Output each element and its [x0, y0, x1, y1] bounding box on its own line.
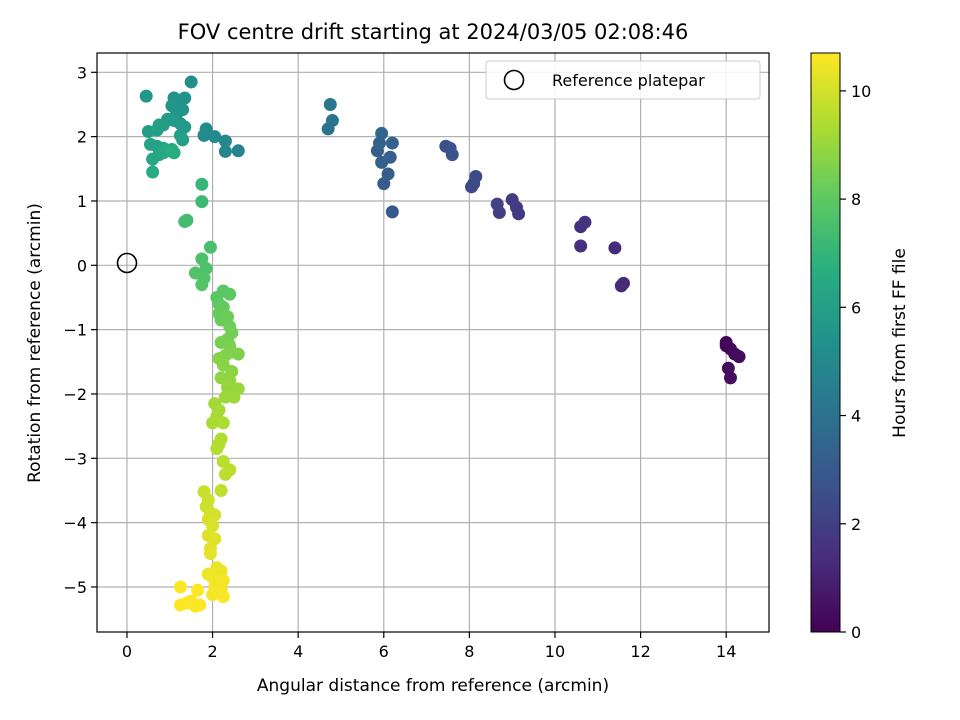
colorbar-tick-label: 2 [851, 515, 861, 534]
data-point [375, 155, 389, 169]
data-point [203, 240, 217, 254]
y-axis-label: Rotation from reference (arcmin) [25, 203, 45, 483]
colorbar-tick-label: 4 [851, 407, 861, 426]
data-point [218, 144, 232, 158]
x-tick-label: 12 [630, 642, 650, 661]
data-point [574, 239, 588, 253]
data-point [505, 193, 519, 207]
data-point [203, 547, 217, 561]
data-point [191, 583, 205, 597]
data-point [490, 197, 504, 211]
x-axis-label: Angular distance from reference (arcmin) [257, 676, 609, 696]
data-point [614, 279, 628, 293]
colorbar-tick-label: 6 [851, 298, 861, 317]
x-tick-label: 14 [716, 642, 736, 661]
data-point [216, 416, 230, 430]
data-point [445, 148, 459, 162]
y-tick-label: 2 [77, 128, 87, 147]
colorbar-tick-label: 8 [851, 190, 861, 209]
data-point [218, 390, 232, 404]
data-point [732, 350, 746, 364]
x-axis-ticks: 0 2 4 6 8 10 12 14 [122, 632, 736, 661]
legend: Reference platepar [485, 60, 761, 100]
data-point [231, 144, 245, 158]
data-point [385, 205, 399, 219]
data-point [176, 133, 190, 147]
y-tick-label: 3 [77, 63, 87, 82]
data-point [139, 89, 153, 103]
y-tick-label: −5 [63, 578, 87, 597]
data-point [165, 144, 179, 158]
colorbar [810, 52, 841, 633]
data-point [216, 590, 230, 604]
y-tick-label: 0 [77, 256, 87, 275]
legend-marker [503, 69, 525, 91]
data-point [197, 128, 211, 142]
plot-frame [96, 52, 770, 633]
data-point [195, 177, 209, 191]
colorbar-tick-label: 0 [851, 623, 861, 642]
data-point [325, 114, 339, 128]
data-point [385, 136, 399, 150]
y-tick-label: −3 [63, 449, 87, 468]
data-point [208, 130, 222, 144]
y-axis-ticks: −5 −4 −3 −2 −1 0 1 2 3 [63, 63, 97, 597]
y-tick-label: 1 [77, 192, 87, 211]
x-tick-label: 0 [122, 642, 132, 661]
data-point [206, 416, 220, 430]
x-tick-label: 8 [464, 642, 474, 661]
colorbar-ticks: 0 2 4 6 8 10 [840, 82, 871, 642]
data-point [188, 599, 202, 613]
data-point [469, 170, 483, 184]
data-point [323, 97, 337, 111]
colorbar-label: Hours from first FF file [890, 248, 910, 438]
colorbar-tick-label: 10 [851, 82, 871, 101]
x-tick-label: 6 [379, 642, 389, 661]
data-point [152, 118, 166, 132]
data-point [184, 75, 198, 89]
data-point [146, 165, 160, 179]
data-point [195, 278, 209, 292]
data-point [178, 215, 192, 229]
data-point [195, 195, 209, 209]
scatter-points [139, 75, 746, 613]
data-point [723, 371, 737, 385]
x-tick-label: 4 [293, 642, 303, 661]
legend-entry-reference-platepar: Reference platepar [552, 71, 705, 90]
y-tick-label: −4 [63, 514, 87, 533]
data-point [608, 241, 622, 255]
data-point [218, 134, 232, 148]
data-point [719, 339, 733, 353]
grid-lines [97, 53, 769, 632]
data-point [223, 287, 237, 301]
chart-title: FOV centre drift starting at 2024/03/05 … [178, 20, 689, 44]
data-point [381, 167, 395, 181]
y-tick-label: −1 [63, 321, 87, 340]
data-point [206, 588, 220, 602]
legend-box [485, 60, 761, 100]
x-tick-label: 10 [545, 642, 565, 661]
data-point [218, 467, 232, 481]
data-point [173, 580, 187, 594]
data-point [210, 442, 224, 456]
data-point [375, 126, 389, 140]
data-point [165, 99, 179, 113]
data-point [173, 598, 187, 612]
data-point [214, 483, 228, 497]
y-tick-label: −2 [63, 385, 87, 404]
reference-marker [116, 252, 138, 274]
x-tick-label: 2 [207, 642, 217, 661]
data-point [578, 215, 592, 229]
